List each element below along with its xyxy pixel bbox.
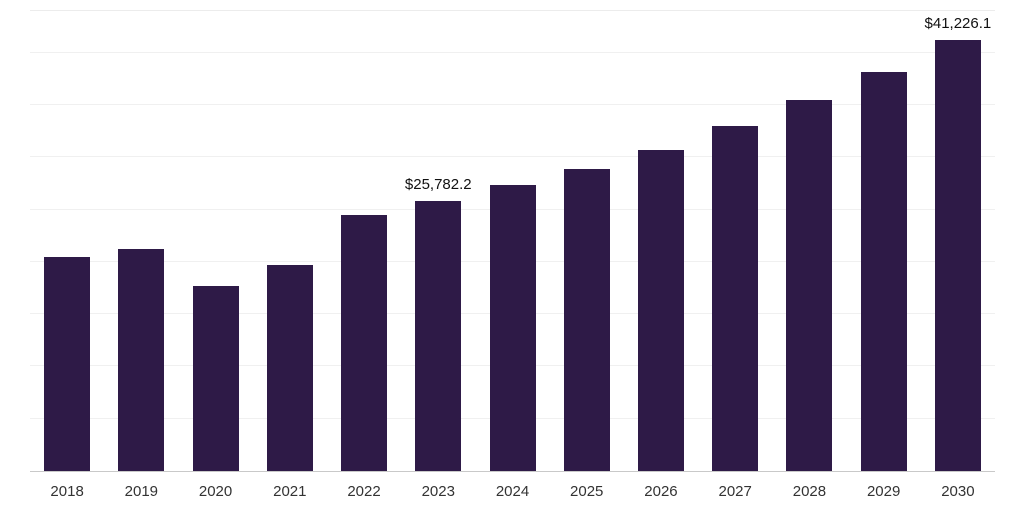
gridline (30, 51, 995, 53)
x-axis-label: 2025 (570, 483, 604, 500)
bar-2028 (786, 99, 833, 471)
x-axis: 2018 2019 2020 2021 2022 2023 2024 2025 2026 2027… (30, 470, 995, 512)
x-axis-label: 2022 (347, 483, 381, 500)
x-axis-label: 2028 (792, 483, 827, 500)
bar-2019 (118, 248, 165, 471)
bar-2024 (489, 184, 536, 471)
x-axis-label: 2018 (50, 483, 84, 500)
bar-2026 (637, 150, 684, 471)
plot-area: $25,782.2 $41,226.1 (30, 10, 995, 472)
bar-2030 (934, 40, 981, 471)
x-axis-label: 2021 (273, 483, 307, 500)
x-axis-label: 2027 (718, 483, 752, 500)
bar-2023 (415, 201, 462, 471)
x-axis-label: 2023 (421, 483, 455, 500)
gridline (30, 104, 995, 106)
x-axis-label: 2029 (866, 483, 901, 500)
bar-2020 (192, 285, 239, 471)
bar-2027 (712, 126, 759, 471)
x-axis-label: 2020 (198, 483, 233, 500)
bar-2021 (266, 265, 313, 471)
x-axis-label: 2024 (495, 483, 530, 500)
bar-value-label: $25,782.2 (404, 176, 472, 194)
bar-value-label: $41,226.1 (924, 15, 992, 32)
x-axis-label: 2019 (124, 483, 159, 500)
x-axis-label: 2030 (941, 483, 975, 500)
bar-2029 (860, 71, 907, 471)
gridline (30, 156, 995, 158)
x-axis-label: 2026 (644, 483, 678, 500)
bar-2018 (44, 256, 91, 471)
bar-2022 (341, 214, 388, 471)
bar-2025 (563, 168, 610, 471)
